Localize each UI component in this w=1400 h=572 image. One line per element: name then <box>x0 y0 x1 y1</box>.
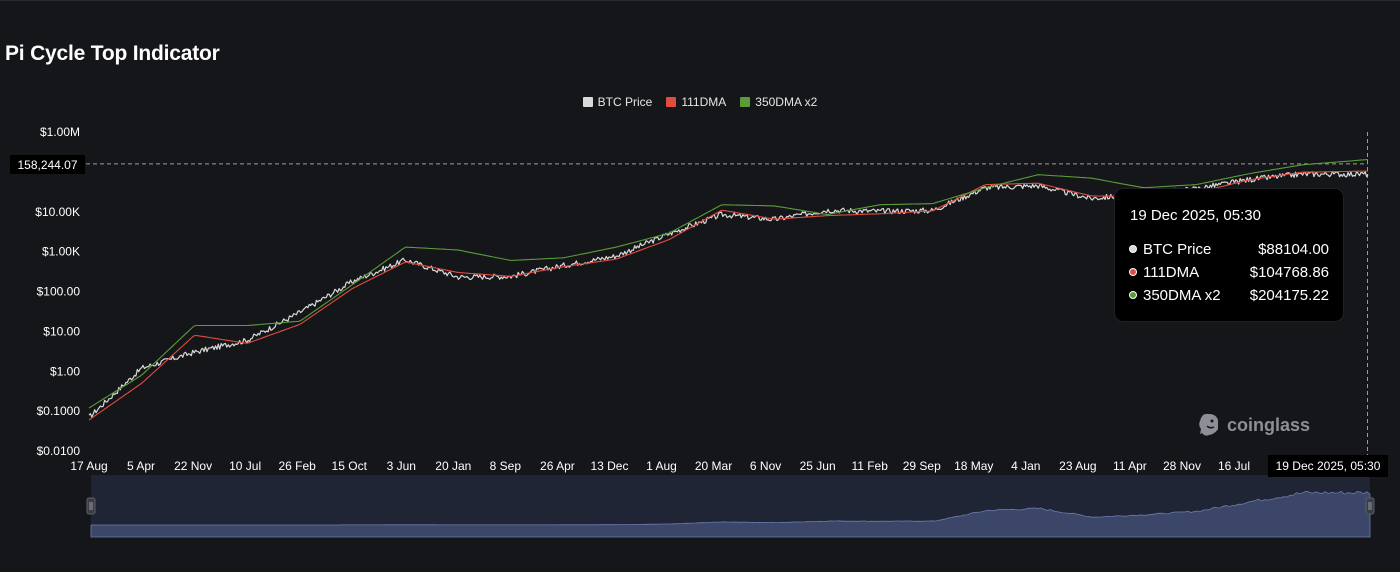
tooltip-label-111dma: 111DMA <box>1143 263 1200 281</box>
tooltip-row-111dma: 111DMA $104768.86 <box>1129 262 1329 282</box>
x-tick-label: 26 Feb <box>279 459 317 473</box>
y-tick-label: $0.0100 <box>37 444 81 458</box>
x-tick-label: 13 Dec <box>590 459 628 473</box>
x-tick-label: 18 May <box>954 459 993 473</box>
tooltip-value-btc-price: $88104.00 <box>1258 240 1329 258</box>
tooltip: 19 Dec 2025, 05:30 BTC Price $88104.00 1… <box>1115 189 1343 321</box>
y-tick-label: $10.00 <box>43 324 80 338</box>
legend-swatch-111dma <box>666 97 677 107</box>
legend-item-btc-price[interactable]: BTC Price <box>582 95 653 109</box>
legend-label-btc-price: BTC Price <box>597 95 653 109</box>
x-tick-label: 25 Jun <box>800 459 836 473</box>
legend-label-350dma-x2: 350DMA x2 <box>755 95 818 109</box>
chart-title: Pi Cycle Top Indicator <box>5 42 220 65</box>
legend-item-350dma-x2[interactable]: 350DMA x2 <box>740 95 817 109</box>
tooltip-dot-btc-price <box>1129 245 1137 253</box>
y-tick-label: $100.00 <box>37 285 81 299</box>
tooltip-value-350dma-x2: $204175.22 <box>1249 286 1329 304</box>
x-tick-label: 1 Aug <box>646 459 677 473</box>
x-tick-label: 29 Sep <box>903 459 941 473</box>
legend: BTC Price 111DMA 350DMA x2 <box>0 95 1400 109</box>
legend-label-111dma: 111DMA <box>681 95 727 109</box>
tooltip-value-111dma: $104768.86 <box>1249 263 1329 281</box>
series-line-2 <box>88 158 1369 409</box>
x-tick-label: 11 Feb <box>851 459 888 473</box>
x-tick-label: 23 Aug <box>1059 459 1096 473</box>
x-tick-label: 8 Sep <box>490 459 522 473</box>
tooltip-dot-350dma-x2 <box>1129 291 1137 299</box>
top-border <box>0 0 1400 1</box>
y-tick-label: $1.00K <box>42 245 80 259</box>
watermark: coinglass <box>1197 412 1310 438</box>
x-tick-label: 22 Nov <box>174 459 212 473</box>
x-tick-label: 4 Jan <box>1011 459 1040 473</box>
x-tick-label: 11 Apr <box>1113 459 1147 473</box>
x-tick-label: 5 Apr <box>127 459 155 473</box>
crosshair-date-label: 19 Dec 2025, 05:30 <box>1268 455 1388 477</box>
legend-swatch-350dma-x2 <box>740 97 751 107</box>
x-tick-label: 10 Jul <box>229 459 261 473</box>
y-tick-label: $0.1000 <box>37 404 81 418</box>
tooltip-date: 19 Dec 2025, 05:30 <box>1130 207 1261 224</box>
x-tick-label: 17 Aug <box>70 459 107 473</box>
navigator-area <box>90 490 1371 538</box>
x-tick-label: 16 Jul <box>1218 459 1250 473</box>
x-tick-label: 26 Apr <box>540 459 575 473</box>
y-tick-label: $1.00M <box>40 125 80 139</box>
navigator-left-handle[interactable] <box>86 497 96 515</box>
tooltip-label-btc-price: BTC Price <box>1143 240 1212 258</box>
crosshair-price-label: 158,244.07 <box>10 155 85 174</box>
tooltip-label-350dma-x2: 350DMA x2 <box>1143 286 1221 304</box>
tooltip-dot-111dma <box>1129 268 1137 276</box>
coinglass-logo-icon <box>1199 413 1218 436</box>
y-tick-label: $10.00K <box>35 205 80 219</box>
legend-item-111dma[interactable]: 111DMA <box>666 95 726 109</box>
tooltip-row-350dma-x2: 350DMA x2 $204175.22 <box>1129 285 1329 305</box>
x-tick-label: 20 Mar <box>695 459 732 473</box>
x-tick-label: 15 Oct <box>332 459 368 473</box>
watermark-text: coinglass <box>1227 414 1311 435</box>
x-tick-label: 6 Nov <box>750 459 781 473</box>
x-tick-label: 3 Jun <box>387 459 416 473</box>
navigator-right-handle[interactable] <box>1365 497 1375 515</box>
tooltip-row-btc-price: BTC Price $88104.00 <box>1129 239 1329 259</box>
legend-swatch-btc-price <box>582 97 593 107</box>
y-tick-label: $1.00 <box>50 364 80 378</box>
x-tick-label: 20 Jan <box>435 459 471 473</box>
x-tick-label: 28 Nov <box>1163 459 1201 473</box>
